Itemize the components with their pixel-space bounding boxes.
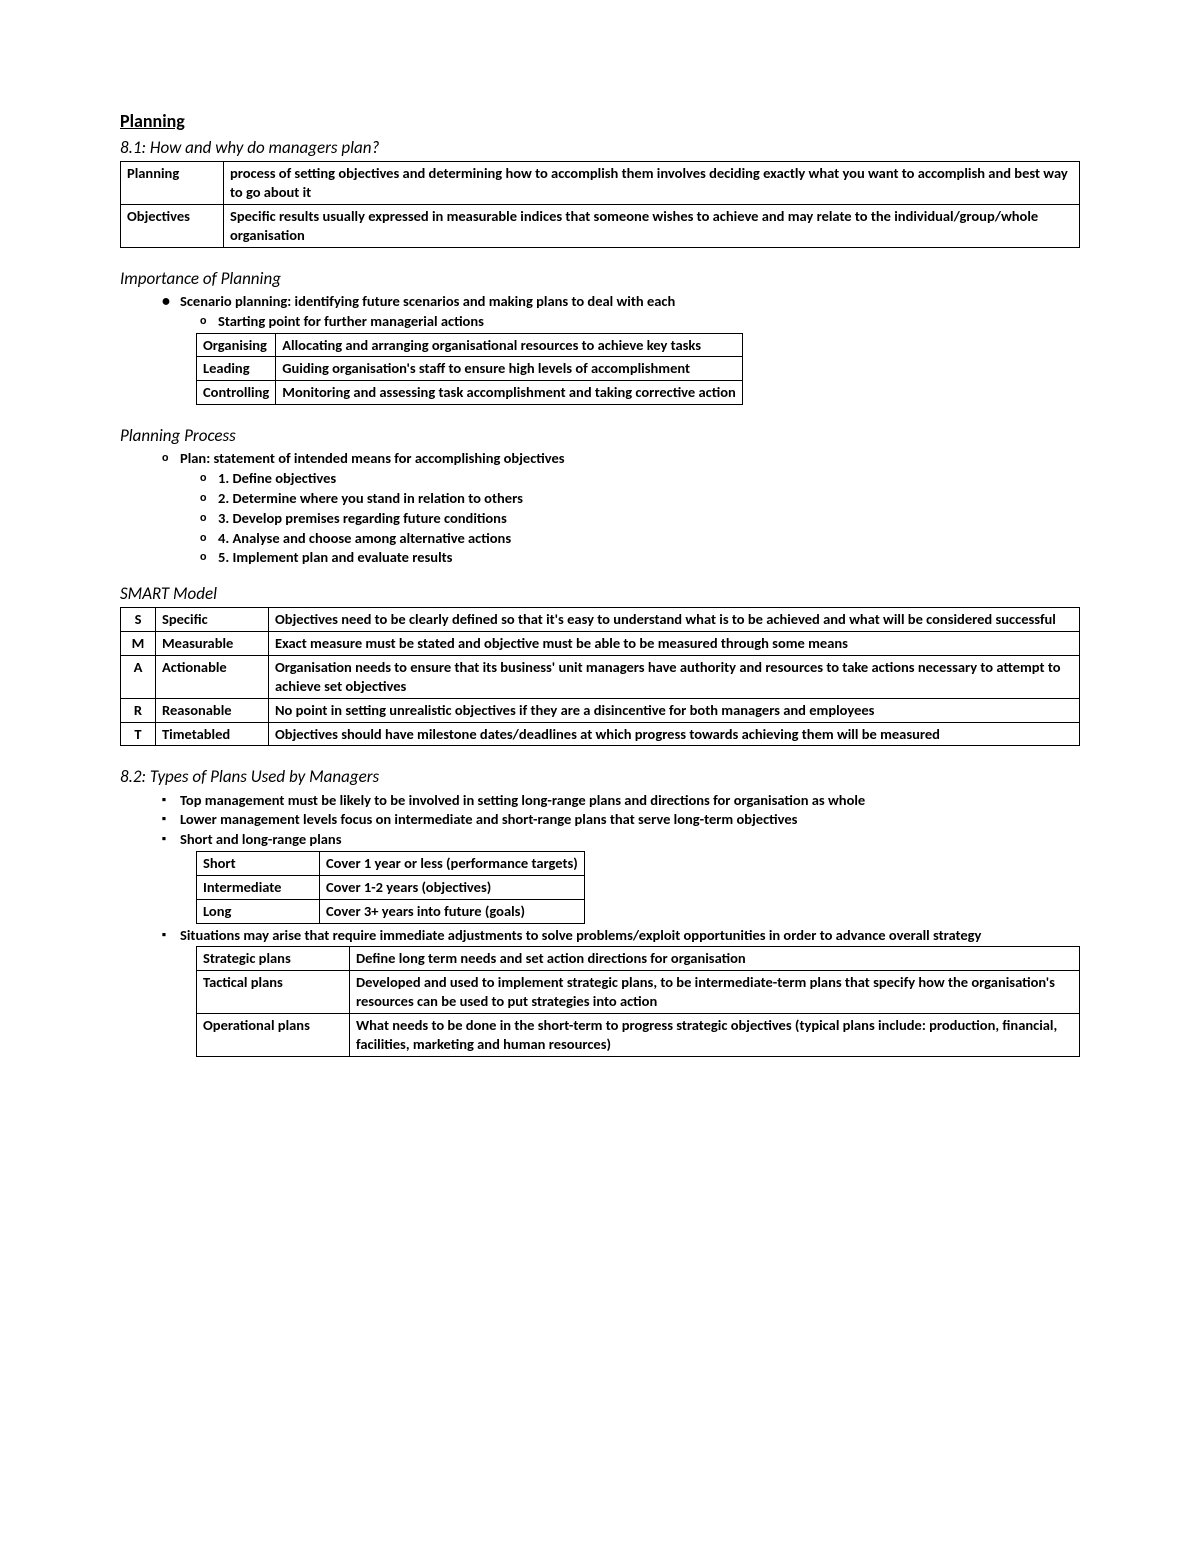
def-cell: Specific results usually expressed in me… [224, 205, 1080, 248]
def-cell: Cover 3+ years into future (goals) [320, 899, 585, 923]
table-row: Objectives Specific results usually expr… [121, 205, 1080, 248]
def-cell: Exact measure must be stated and objecti… [269, 632, 1080, 656]
def-cell: Cover 1 year or less (performance target… [320, 852, 585, 876]
table-row: Tactical plans Developed and used to imp… [197, 971, 1080, 1014]
word-cell: Actionable [156, 656, 269, 699]
term-cell: Operational plans [197, 1014, 350, 1057]
letter-cell: S [121, 608, 156, 632]
term-cell: Planning [121, 162, 224, 205]
term-cell: Objectives [121, 205, 224, 248]
def-cell: No point in setting unrealistic objectiv… [269, 698, 1080, 722]
table-row: Controlling Monitoring and assessing tas… [197, 381, 743, 405]
table-row: Strategic plans Define long term needs a… [197, 947, 1080, 971]
def-cell: Monitoring and assessing task accomplish… [276, 381, 743, 405]
table-row: M Measurable Exact measure must be state… [121, 632, 1080, 656]
table-row: Long Cover 3+ years into future (goals) [197, 899, 585, 923]
def-cell: Define long term needs and set action di… [350, 947, 1080, 971]
def-cell: Objectives should have milestone dates/d… [269, 722, 1080, 746]
table-row: Short Cover 1 year or less (performance … [197, 852, 585, 876]
def-cell: process of setting objectives and determ… [224, 162, 1080, 205]
page-title: Planning [120, 110, 1080, 133]
table-row: Operational plans What needs to be done … [197, 1014, 1080, 1057]
list-item: Short and long-range plans [158, 830, 1080, 849]
table-row: Leading Guiding organisation's staff to … [197, 357, 743, 381]
list-item: Plan: statement of intended means for ac… [158, 449, 1080, 468]
process-heading: Planning Process [120, 425, 1080, 447]
word-cell: Timetabled [156, 722, 269, 746]
term-cell: Controlling [197, 381, 276, 405]
def-cell: Developed and used to implement strategi… [350, 971, 1080, 1014]
definitions-table: Planning process of setting objectives a… [120, 161, 1080, 247]
list-item: Starting point for further managerial ac… [196, 312, 1080, 331]
smart-heading: SMART Model [120, 583, 1080, 605]
table-row: A Actionable Organisation needs to ensur… [121, 656, 1080, 699]
def-cell: Objectives need to be clearly defined so… [269, 608, 1080, 632]
table-row: Planning process of setting objectives a… [121, 162, 1080, 205]
def-cell: Organisation needs to ensure that its bu… [269, 656, 1080, 699]
list-item: 2. Determine where you stand in relation… [196, 489, 1080, 508]
list-item: 5. Implement plan and evaluate results [196, 548, 1080, 567]
table-row: Intermediate Cover 1-2 years (objectives… [197, 875, 585, 899]
letter-cell: T [121, 722, 156, 746]
range-table: Short Cover 1 year or less (performance … [196, 851, 585, 924]
plan-type-table: Strategic plans Define long term needs a… [196, 946, 1080, 1056]
term-cell: Long [197, 899, 320, 923]
table-row: T Timetabled Objectives should have mile… [121, 722, 1080, 746]
term-cell: Tactical plans [197, 971, 350, 1014]
word-cell: Reasonable [156, 698, 269, 722]
term-cell: Intermediate [197, 875, 320, 899]
letter-cell: M [121, 632, 156, 656]
def-cell: What needs to be done in the short-term … [350, 1014, 1080, 1057]
term-cell: Strategic plans [197, 947, 350, 971]
importance-table: Organising Allocating and arranging orga… [196, 333, 743, 406]
list-item: 1. Define objectives [196, 469, 1080, 488]
list-item: Lower management levels focus on interme… [158, 810, 1080, 829]
term-cell: Leading [197, 357, 276, 381]
def-cell: Cover 1-2 years (objectives) [320, 875, 585, 899]
smart-table: S Specific Objectives need to be clearly… [120, 607, 1080, 746]
word-cell: Specific [156, 608, 269, 632]
table-row: S Specific Objectives need to be clearly… [121, 608, 1080, 632]
list-item: 4. Analyse and choose among alternative … [196, 529, 1080, 548]
term-cell: Organising [197, 333, 276, 357]
letter-cell: A [121, 656, 156, 699]
def-cell: Guiding organisation's staff to ensure h… [276, 357, 743, 381]
section-82-heading: 8.2: Types of Plans Used by Managers [120, 766, 1080, 788]
term-cell: Short [197, 852, 320, 876]
list-item: Top management must be likely to be invo… [158, 791, 1080, 810]
letter-cell: R [121, 698, 156, 722]
list-item: Situations may arise that require immedi… [158, 926, 1080, 945]
importance-heading: Importance of Planning [120, 268, 1080, 290]
word-cell: Measurable [156, 632, 269, 656]
def-cell: Allocating and arranging organisational … [276, 333, 743, 357]
list-item: 3. Develop premises regarding future con… [196, 509, 1080, 528]
list-item: Scenario planning: identifying future sc… [158, 292, 1080, 311]
section-81-heading: 8.1: How and why do managers plan? [120, 137, 1080, 159]
table-row: R Reasonable No point in setting unreali… [121, 698, 1080, 722]
table-row: Organising Allocating and arranging orga… [197, 333, 743, 357]
